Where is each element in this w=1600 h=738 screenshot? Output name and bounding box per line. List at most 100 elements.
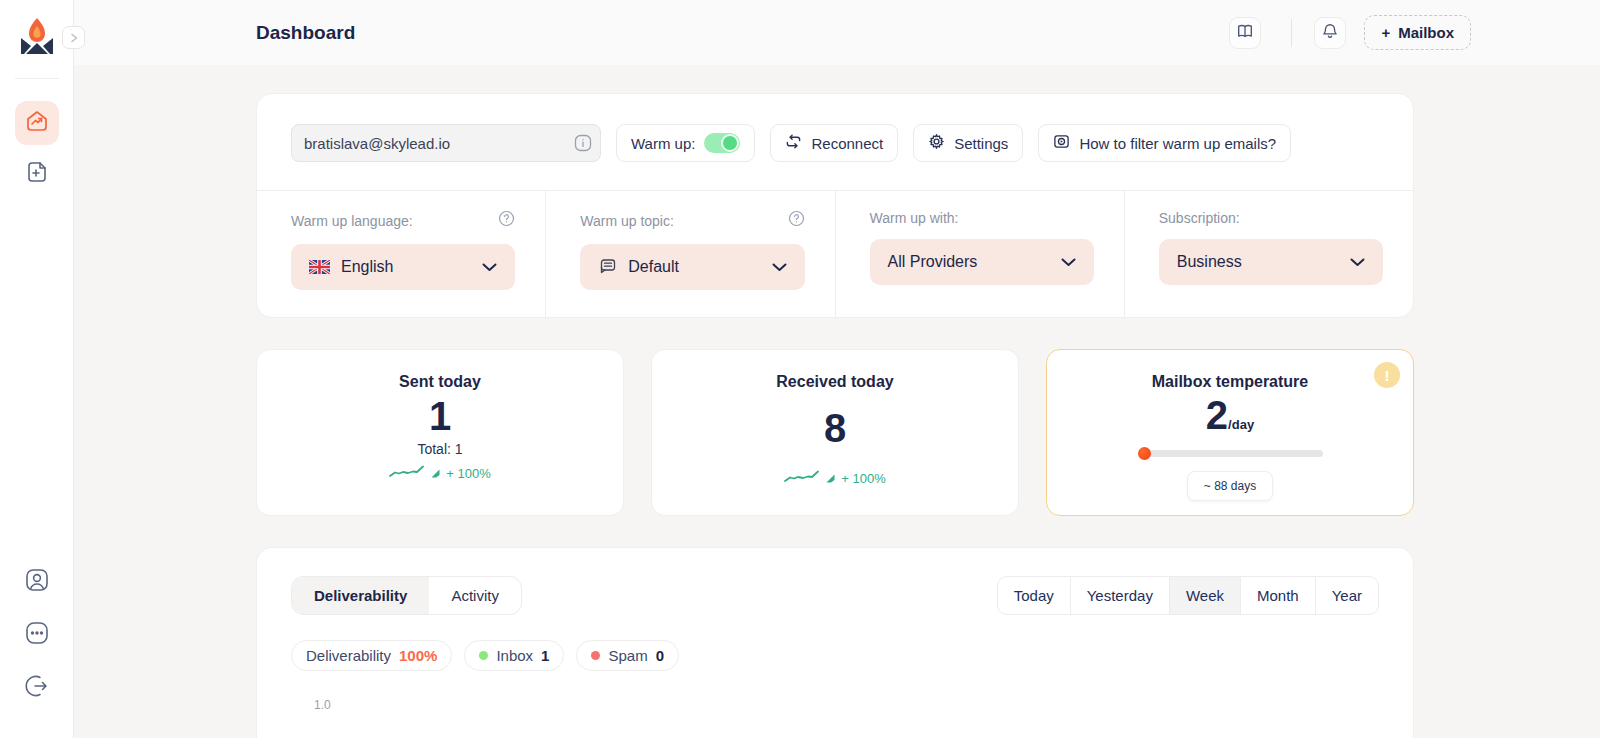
- sidebar-collapse-button[interactable]: [62, 26, 85, 49]
- add-mailbox-button[interactable]: + Mailbox: [1364, 15, 1471, 50]
- alert-badge-icon[interactable]: !: [1374, 362, 1400, 388]
- range-today[interactable]: Today: [998, 577, 1070, 614]
- info-icon[interactable]: [574, 134, 592, 156]
- sidebar-item-dashboard[interactable]: [15, 101, 59, 145]
- mailbox-panel: Warm up: Reconnect: [256, 93, 1414, 318]
- warmup-language-value: English: [341, 258, 393, 276]
- sidebar-bottom-nav: [15, 566, 59, 704]
- toggle-knob: [721, 134, 739, 152]
- bell-icon: [1321, 22, 1339, 44]
- range-yesterday[interactable]: Yesterday: [1070, 577, 1169, 614]
- received-today-value: 8: [652, 405, 1018, 451]
- warmup-topic-dropdown[interactable]: Default: [580, 244, 804, 290]
- temperature-progress-dot[interactable]: [1138, 447, 1151, 460]
- header-divider: [1291, 19, 1292, 47]
- add-mailbox-label: Mailbox: [1398, 24, 1454, 41]
- home-chart-icon: [24, 108, 50, 138]
- sent-today-total: Total: 1: [257, 441, 623, 457]
- spam-badge-value: 0: [656, 647, 664, 664]
- sent-today-change: + 100%: [446, 466, 490, 481]
- email-field-wrap: [291, 124, 601, 162]
- temperature-eta-badge: ~ 88 days: [1187, 471, 1273, 501]
- sidebar: [0, 0, 74, 738]
- field-warmup-topic: Warm up topic:: [545, 191, 834, 317]
- mailbox-email-input[interactable]: [291, 124, 601, 162]
- inbox-badge-label: Inbox: [496, 647, 533, 664]
- temperature-value: 2: [1206, 393, 1228, 437]
- howto-filter-button[interactable]: How to filter warm up emails?: [1038, 124, 1291, 162]
- tab-activity[interactable]: Activity: [429, 577, 521, 614]
- warmup-with-label: Warm up with:: [870, 210, 959, 226]
- logout-icon: [23, 672, 51, 704]
- spam-badge: Spam 0: [576, 640, 679, 671]
- uk-flag-icon: [309, 260, 330, 274]
- received-today-change: + 100%: [841, 471, 885, 486]
- docs-button[interactable]: [1229, 17, 1261, 49]
- sent-today-title: Sent today: [257, 373, 623, 391]
- chevron-down-icon: [1061, 258, 1076, 267]
- sidebar-divider: [15, 78, 59, 79]
- mailbox-controls-row: Warm up: Reconnect: [257, 94, 1413, 190]
- warmup-topic-value: Default: [628, 258, 679, 276]
- header-actions: + Mailbox: [1229, 15, 1471, 50]
- field-warmup-with: Warm up with: All Providers: [835, 191, 1124, 317]
- analytics-panel: Deliverability Activity Today Yesterday …: [256, 547, 1414, 738]
- deliverability-badge: Deliverability 100%: [291, 640, 452, 671]
- warmup-toggle[interactable]: [704, 133, 740, 153]
- subscription-value: Business: [1177, 253, 1242, 271]
- inbox-badge: Inbox 1: [464, 640, 564, 671]
- range-month[interactable]: Month: [1240, 577, 1315, 614]
- reconnect-icon: [785, 133, 802, 153]
- warmup-language-dropdown[interactable]: English: [291, 244, 515, 290]
- spam-badge-label: Spam: [608, 647, 647, 664]
- plus-icon: +: [1381, 24, 1390, 41]
- top-header: Dashboard: [74, 0, 1600, 65]
- app-logo-flame-icon: [17, 16, 57, 58]
- chevron-down-icon: [772, 263, 787, 272]
- subscription-label: Subscription:: [1159, 210, 1240, 226]
- sidebar-item-add-mailbox[interactable]: [15, 152, 59, 196]
- field-warmup-language: Warm up language:: [257, 191, 545, 317]
- file-plus-icon: [24, 159, 50, 189]
- main-area: Dashboard: [74, 0, 1600, 738]
- page-title: Dashboard: [256, 22, 355, 44]
- received-today-card: Received today 8 + 100%: [651, 349, 1019, 516]
- sidebar-item-logout[interactable]: [21, 672, 53, 704]
- gear-icon: [928, 133, 945, 153]
- warmup-topic-label: Warm up topic:: [580, 213, 674, 229]
- subscription-dropdown[interactable]: Business: [1159, 239, 1383, 285]
- sparkline-icon: [784, 469, 820, 487]
- inbox-badge-value: 1: [541, 647, 549, 664]
- sent-today-card: Sent today 1 Total: 1 + 100%: [256, 349, 624, 516]
- howto-filter-label: How to filter warm up emails?: [1079, 135, 1276, 152]
- tab-deliverability[interactable]: Deliverability: [292, 577, 429, 614]
- chevron-down-icon: [1350, 258, 1365, 267]
- settings-button[interactable]: Settings: [913, 124, 1023, 162]
- reconnect-button[interactable]: Reconnect: [770, 124, 898, 162]
- inbox-dot-icon: [479, 651, 488, 660]
- temperature-progress-bar: [1138, 450, 1323, 457]
- sparkline-icon: [389, 464, 425, 482]
- sent-today-value: 1: [257, 393, 623, 439]
- help-icon[interactable]: [788, 210, 805, 231]
- app: Dashboard: [0, 0, 1600, 738]
- help-icon[interactable]: [498, 210, 515, 231]
- sidebar-nav: [15, 101, 59, 196]
- time-range-selector: Today Yesterday Week Month Year: [997, 576, 1379, 615]
- trend-arrow-icon: [431, 464, 440, 482]
- received-today-title: Received today: [652, 373, 1018, 391]
- notifications-button[interactable]: [1314, 17, 1346, 49]
- deliverability-badge-value: 100%: [399, 647, 437, 664]
- range-week[interactable]: Week: [1169, 577, 1240, 614]
- warmup-with-dropdown[interactable]: All Providers: [870, 239, 1094, 285]
- trend-arrow-icon: [826, 469, 835, 487]
- sidebar-item-support-chat[interactable]: [21, 619, 53, 651]
- sidebar-item-profile[interactable]: [21, 566, 53, 598]
- reconnect-label: Reconnect: [811, 135, 883, 152]
- mailbox-temperature-card: ! Mailbox temperature 2 /day ~ 88 days: [1046, 349, 1414, 516]
- settings-label: Settings: [954, 135, 1008, 152]
- warmup-with-value: All Providers: [888, 253, 978, 271]
- range-year[interactable]: Year: [1315, 577, 1378, 614]
- book-icon: [1236, 22, 1254, 44]
- mailbox-temperature-title: Mailbox temperature: [1047, 373, 1413, 391]
